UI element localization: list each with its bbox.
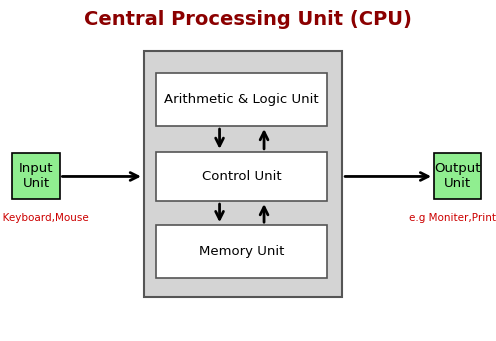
- Text: Control Unit: Control Unit: [202, 170, 282, 183]
- FancyBboxPatch shape: [156, 73, 327, 126]
- FancyBboxPatch shape: [144, 51, 342, 297]
- Text: e.g Moniter,Printer: e.g Moniter,Printer: [409, 213, 496, 223]
- Text: e.g Keyboard,Mouse: e.g Keyboard,Mouse: [0, 213, 89, 223]
- Text: Central Processing Unit (CPU): Central Processing Unit (CPU): [84, 10, 412, 29]
- Text: Input
Unit: Input Unit: [19, 162, 53, 191]
- Text: Arithmetic & Logic Unit: Arithmetic & Logic Unit: [165, 93, 319, 106]
- FancyBboxPatch shape: [12, 153, 60, 199]
- Text: Output
Unit: Output Unit: [434, 162, 481, 191]
- FancyBboxPatch shape: [434, 153, 481, 199]
- FancyBboxPatch shape: [156, 225, 327, 278]
- FancyBboxPatch shape: [156, 152, 327, 201]
- Text: Memory Unit: Memory Unit: [199, 245, 285, 258]
